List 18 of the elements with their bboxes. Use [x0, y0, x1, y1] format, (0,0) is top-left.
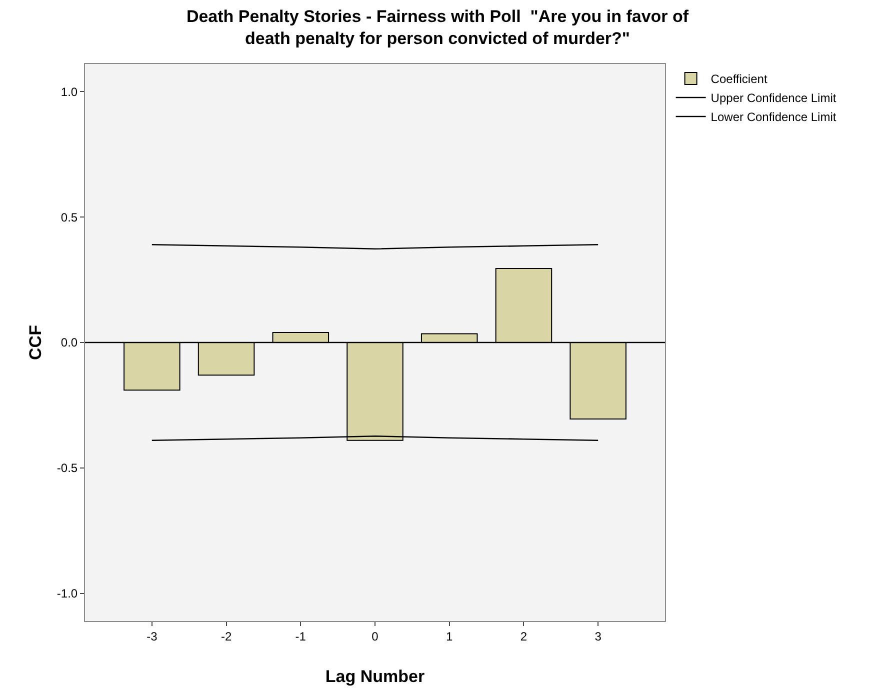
x-tick-label: -3 [146, 629, 158, 644]
legend-label: Lower Confidence Limit [710, 110, 837, 124]
y-tick-label: -1.0 [56, 586, 78, 601]
x-tick-label: 1 [446, 629, 454, 644]
x-tick-label: 0 [372, 629, 379, 644]
x-axis-title: Lag Number [325, 667, 425, 686]
legend-label: Coefficient [710, 72, 768, 86]
x-tick-label: -1 [295, 629, 306, 644]
y-tick-label: 0.0 [60, 336, 78, 350]
y-tick-label: 1.0 [60, 84, 78, 99]
chart-title: Death Penalty Stories - Fairness with Poll "Are you in favor of death penalty for person convicted of murder?" [186, 7, 689, 48]
y-tick-label: -0.5 [56, 461, 78, 476]
legend-label: Upper Confidence Limit [710, 91, 837, 106]
x-tick-label: 2 [520, 629, 528, 644]
x-tick-label: 3 [594, 629, 602, 644]
y-axis-title: CCF [26, 325, 45, 360]
x-tick-label: -2 [220, 629, 232, 644]
y-tick-label: 0.5 [60, 210, 78, 224]
